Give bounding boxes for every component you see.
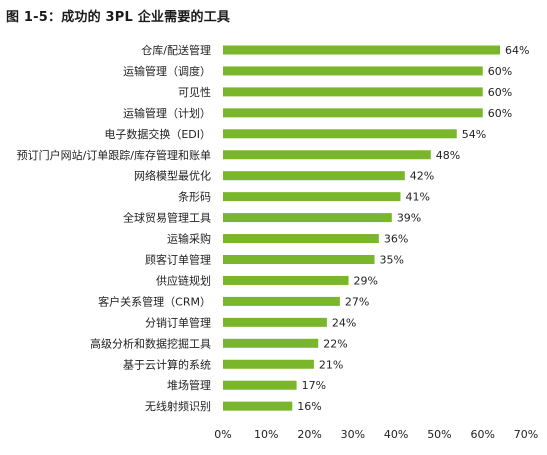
x-tick-label: 0% — [214, 428, 231, 441]
value-label: 29% — [354, 274, 378, 287]
x-tick-label: 40% — [384, 428, 408, 441]
value-label: 16% — [297, 400, 321, 413]
value-label: 54% — [462, 128, 486, 141]
bar — [223, 401, 293, 411]
x-tick-label: 20% — [297, 428, 321, 441]
category-label: 堆场管理 — [167, 378, 211, 392]
bar — [223, 296, 340, 306]
category-label: 运输管理（计划） — [123, 106, 211, 120]
value-label: 22% — [323, 337, 347, 350]
bar — [223, 275, 349, 285]
bar — [223, 108, 483, 118]
bar — [223, 150, 431, 160]
bar — [223, 45, 501, 55]
value-label: 17% — [302, 379, 326, 392]
bar — [223, 317, 327, 327]
value-labels: 64%60%60%60%54%48%42%41%39%36%35%29%27%2… — [297, 44, 529, 413]
bar — [223, 380, 297, 390]
x-tick-label: 10% — [254, 428, 278, 441]
category-label: 客户关系管理（CRM） — [98, 294, 211, 308]
chart-title: 图 1-5：成功的 3PL 企业需要的工具 — [6, 10, 231, 25]
bar — [223, 213, 392, 223]
bar — [223, 359, 314, 369]
category-label: 基于云计算的系统 — [123, 357, 211, 371]
x-tick-label: 30% — [341, 428, 365, 441]
value-label: 35% — [380, 254, 404, 267]
bar — [223, 66, 483, 76]
bar — [223, 338, 319, 348]
value-label: 39% — [397, 212, 421, 225]
category-label: 无线射频识别 — [145, 399, 211, 413]
x-tick-label: 50% — [427, 428, 451, 441]
x-axis-ticks: 0% 10% 20% 30% 40% 50% 60% 70% — [214, 428, 538, 441]
category-label: 高级分析和数据挖掘工具 — [90, 336, 211, 350]
value-label: 24% — [332, 316, 356, 329]
category-label: 全球贸易管理工具 — [123, 211, 211, 225]
bar — [223, 87, 483, 97]
category-label: 供应链规划 — [156, 273, 211, 287]
bar — [223, 234, 379, 244]
category-label: 运输采购 — [167, 232, 211, 246]
category-label: 可见性 — [178, 85, 211, 99]
value-label: 27% — [345, 295, 369, 308]
category-label: 预订门户网站/订单跟踪/库存管理和账单 — [17, 148, 211, 162]
category-label: 条形码 — [178, 190, 211, 204]
category-label: 网络模型最优化 — [134, 169, 211, 183]
bar — [223, 129, 457, 139]
category-label: 分销订单管理 — [145, 315, 211, 329]
category-label: 顾客订单管理 — [145, 253, 211, 267]
category-label: 运输管理（调度） — [123, 64, 211, 78]
value-label: 60% — [488, 65, 512, 78]
x-tick-label: 70% — [514, 428, 538, 441]
value-label: 36% — [384, 233, 408, 246]
value-label: 60% — [488, 107, 512, 120]
value-label: 42% — [410, 170, 434, 183]
value-label: 21% — [319, 358, 343, 371]
category-label: 仓库/配送管理 — [141, 43, 211, 57]
bar — [223, 192, 401, 202]
category-label: 电子数据交换（EDI） — [104, 127, 211, 141]
bar — [223, 255, 375, 264]
value-label: 60% — [488, 86, 512, 99]
value-label: 48% — [436, 149, 460, 162]
x-tick-label: 60% — [470, 428, 494, 441]
bar — [223, 171, 405, 181]
bars — [223, 45, 501, 411]
value-label: 64% — [505, 44, 529, 57]
value-label: 41% — [405, 191, 429, 204]
